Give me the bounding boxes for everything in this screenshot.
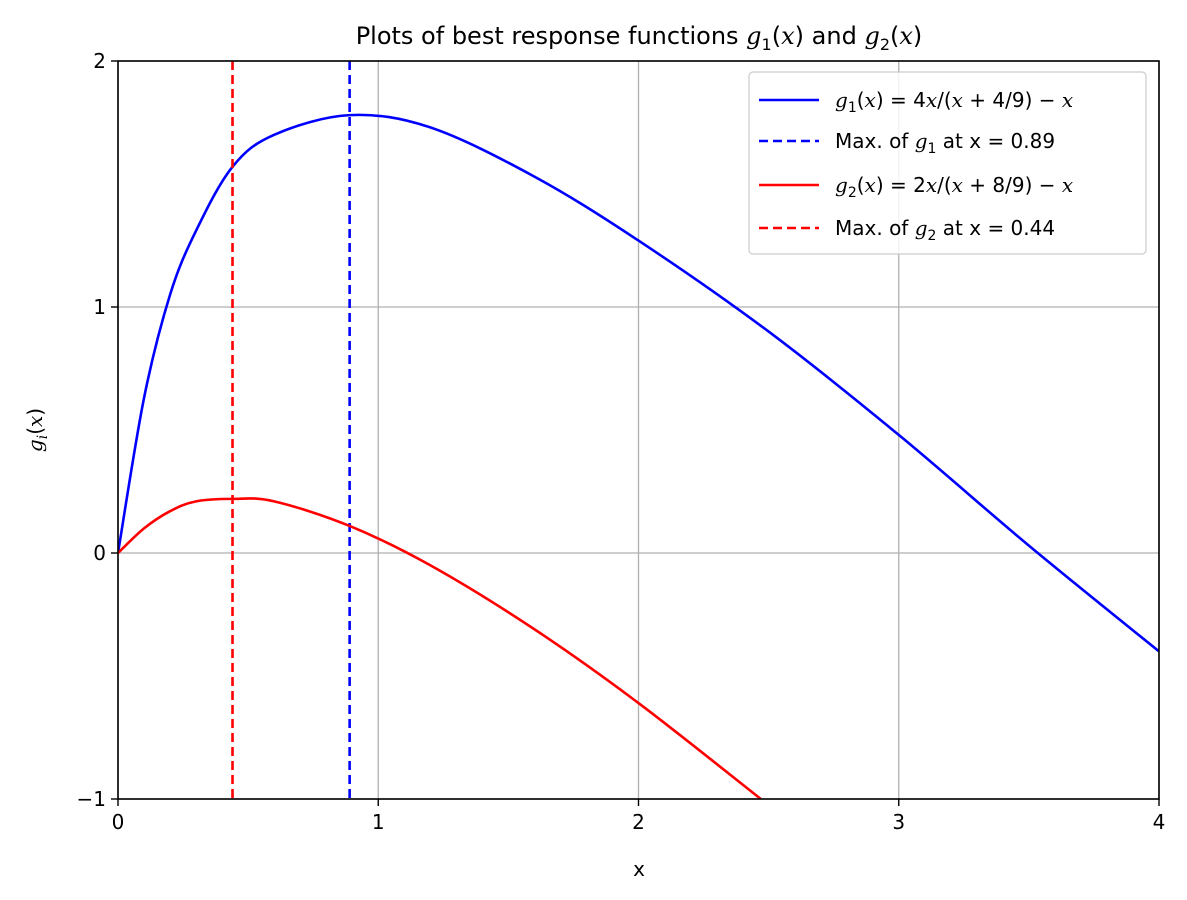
legend-label-g1: g1(x) = 4x/(x + 4/9) − x <box>835 88 1073 116</box>
x-tick-label: 4 <box>1153 810 1166 834</box>
x-tick-label: 2 <box>632 810 645 834</box>
legend: g1(x) = 4x/(x + 4/9) − x Max. of g1 at x… <box>748 71 1147 255</box>
legend-label-max-g1: Max. of g1 at x = 0.89 <box>835 129 1055 157</box>
g1-curve <box>118 113 1159 653</box>
x-axis-label: x <box>633 857 645 881</box>
x-tick-label: 3 <box>892 810 905 834</box>
x-tick-label: 1 <box>372 810 385 834</box>
g2-curve <box>118 497 762 799</box>
y-tick-label: 0 <box>93 541 106 565</box>
legend-label-max-g2: Max. of g2 at x = 0.44 <box>835 216 1055 244</box>
y-tick-label: 2 <box>93 49 106 73</box>
legend-label-g2: g2(x) = 2x/(x + 8/9) − x <box>835 173 1073 201</box>
x-tick-label: 0 <box>112 810 125 834</box>
plot-series <box>118 61 1159 799</box>
y-tick-label: −1 <box>77 787 106 811</box>
y-axis-label: gi(x) <box>23 408 51 452</box>
legend-box <box>748 71 1147 255</box>
y-tick-label: 1 <box>93 295 106 319</box>
chart-title: Plots of best response functions g1(x) a… <box>356 22 923 54</box>
